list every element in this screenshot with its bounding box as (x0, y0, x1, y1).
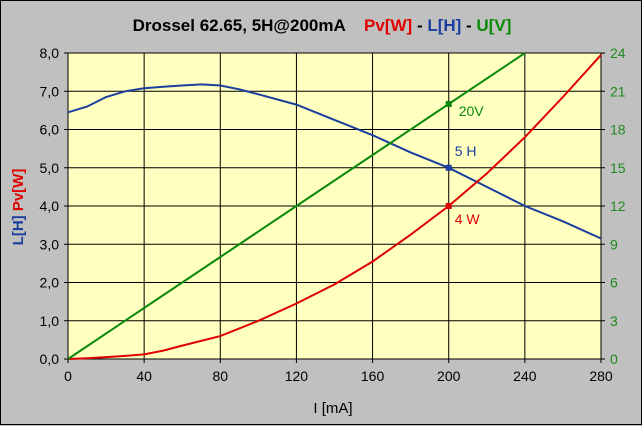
y-right-tick-label: 9 (610, 236, 618, 252)
y-left-tick-label: 5,0 (40, 160, 60, 176)
title-series-part: U[V] (476, 16, 511, 35)
chart-title-main: Drossel 62.65, 5H@200mA (133, 16, 346, 35)
x-tick-label: 80 (212, 368, 228, 384)
tick-labels: 0 40 80 120 160 200 240 2800,01,02,03,04,05,06,… (40, 45, 626, 384)
x-tick-label: 0 (64, 368, 72, 384)
title-series-part: - (461, 16, 476, 35)
data-point-marker (445, 101, 452, 107)
series-line-pvw (67, 54, 602, 360)
chart-title-series: Pv[W] - L[H] - U[V] (364, 16, 511, 35)
y-left-tick-label: 0,0 (40, 351, 60, 367)
chart-title: Drossel 62.65, 5H@200mA Pv[W] - L[H] - U… (133, 16, 512, 35)
y-right-tick-label: 24 (610, 45, 626, 61)
annotations: 20V 5 H 4 W (445, 101, 485, 227)
y-axis-label-left: L[H] Pv[W] (10, 169, 27, 246)
series-line-lh (67, 83, 602, 240)
title-series-part: Pv[W] (364, 16, 412, 35)
title-series-part: L[H] (427, 16, 461, 35)
y-left-tick-label: 3,0 (40, 236, 60, 252)
y-right-tick-label: 6 (610, 275, 618, 291)
y-right-tick-label: 12 (610, 198, 626, 214)
x-tick-label: 200 (437, 368, 461, 384)
x-tick-label: 120 (285, 368, 309, 384)
data-label: 4 W (455, 211, 481, 227)
y-left-tick-label: 1,0 (40, 313, 60, 329)
title-series-part: - (412, 16, 427, 35)
y-right-tick-label: 18 (610, 122, 626, 138)
x-tick-label: 280 (589, 368, 613, 384)
y-right-tick-label: 21 (610, 83, 626, 99)
y-left-tick-label: 7,0 (40, 83, 60, 99)
y-axis-label-part: Pv[W] (10, 169, 27, 216)
y-left-tick-label: 4,0 (40, 198, 60, 214)
x-tick-label: 240 (513, 368, 537, 384)
y-left-tick-label: 8,0 (40, 45, 60, 61)
y-right-tick-label: 3 (610, 313, 618, 329)
data-point-marker (445, 203, 452, 209)
x-axis-label: I [mA] (313, 400, 352, 417)
data-label: 5 H (455, 143, 477, 159)
y-left-tick-label: 6,0 (40, 122, 60, 138)
x-tick-label: 160 (361, 368, 385, 384)
x-tick-label: 40 (136, 368, 152, 384)
y-axis-label-part: L[H] (10, 215, 27, 245)
y-right-tick-label: 0 (610, 351, 618, 367)
y-left-tick-label: 2,0 (40, 275, 60, 291)
data-point-marker (445, 164, 452, 171)
y-right-tick-label: 15 (610, 160, 626, 176)
data-label: 20V (459, 103, 485, 119)
